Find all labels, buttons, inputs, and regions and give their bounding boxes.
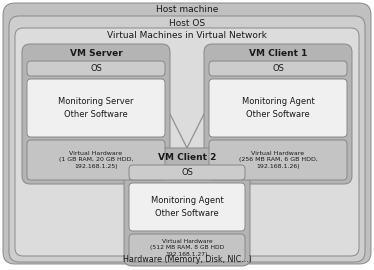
Text: Monitoring Server
Other Software: Monitoring Server Other Software	[58, 97, 134, 119]
Text: Virtual Hardware
(1 GB RAM, 20 GB HDD,
192.168.1.25): Virtual Hardware (1 GB RAM, 20 GB HDD, 1…	[59, 151, 133, 169]
FancyBboxPatch shape	[22, 44, 170, 184]
FancyBboxPatch shape	[9, 16, 365, 262]
Text: OS: OS	[90, 64, 102, 73]
Text: Monitoring Agent
Other Software: Monitoring Agent Other Software	[242, 97, 315, 119]
FancyBboxPatch shape	[129, 165, 245, 180]
Text: Monitoring Agent
Other Software: Monitoring Agent Other Software	[151, 196, 223, 218]
FancyBboxPatch shape	[3, 3, 371, 264]
Text: VM Client 1: VM Client 1	[249, 49, 307, 58]
FancyBboxPatch shape	[129, 183, 245, 231]
FancyBboxPatch shape	[15, 28, 359, 256]
Text: Virtual Hardware
(256 MB RAM, 6 GB HDD,
192.168.1.26): Virtual Hardware (256 MB RAM, 6 GB HDD, …	[239, 151, 318, 169]
Text: Virtual Machines in Virtual Network: Virtual Machines in Virtual Network	[107, 32, 267, 40]
Text: OS: OS	[181, 168, 193, 177]
FancyBboxPatch shape	[209, 140, 347, 180]
FancyBboxPatch shape	[204, 44, 352, 184]
FancyBboxPatch shape	[27, 140, 165, 180]
FancyBboxPatch shape	[209, 61, 347, 76]
Text: Host OS: Host OS	[169, 19, 205, 28]
Text: OS: OS	[272, 64, 284, 73]
Text: VM Client 2: VM Client 2	[158, 153, 216, 161]
FancyBboxPatch shape	[129, 234, 245, 262]
Text: Virtual Hardware
(512 MB RAM, 8 GB HDD
192.168.1.27): Virtual Hardware (512 MB RAM, 8 GB HDD 1…	[150, 239, 224, 257]
Text: Hardware (Memory, Disk, NIC...): Hardware (Memory, Disk, NIC...)	[123, 255, 251, 265]
FancyBboxPatch shape	[27, 79, 165, 137]
FancyBboxPatch shape	[209, 79, 347, 137]
Text: Host machine: Host machine	[156, 5, 218, 15]
FancyBboxPatch shape	[27, 61, 165, 76]
FancyBboxPatch shape	[124, 148, 250, 266]
Text: VM Server: VM Server	[70, 49, 122, 58]
